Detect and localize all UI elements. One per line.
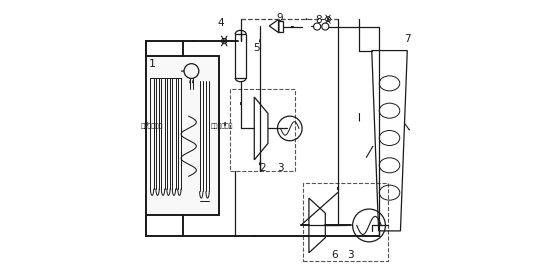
Bar (278, 21, 283, 32)
Bar (304, 183, 388, 261)
Bar (235, 34, 246, 78)
Bar (147, 56, 219, 214)
Text: 8: 8 (315, 15, 322, 25)
Text: 3: 3 (278, 163, 284, 173)
Text: 1: 1 (149, 59, 156, 69)
Text: 3: 3 (347, 250, 354, 260)
Bar (230, 89, 295, 171)
Text: 6: 6 (331, 250, 337, 260)
Text: 余热烟气进口: 余热烟气进口 (211, 124, 233, 129)
Text: 2: 2 (260, 163, 266, 173)
Text: 9: 9 (276, 12, 282, 23)
Text: 余热烟气出口: 余热烟气出口 (141, 124, 164, 129)
Text: 5: 5 (253, 43, 260, 52)
Text: 7: 7 (405, 34, 411, 44)
Text: 4: 4 (218, 18, 224, 28)
